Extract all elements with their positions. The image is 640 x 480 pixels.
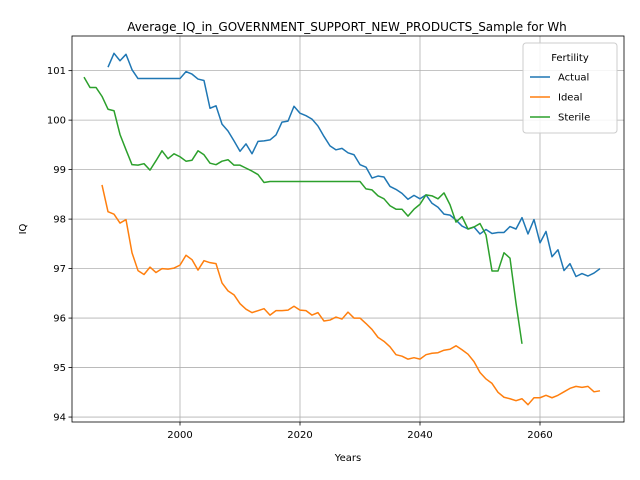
series-line-sterile	[83, 76, 523, 344]
y-tick-label: 94	[53, 413, 66, 424]
y-tick-label: 96	[53, 314, 66, 325]
series-line-actual	[107, 52, 601, 278]
legend-label-sterile: Sterile	[558, 113, 590, 124]
chart-title: Average_IQ_in_GOVERNMENT_SUPPORT_NEW_PRO…	[127, 20, 567, 34]
x-axis-label: Years	[334, 453, 361, 464]
y-tick-label: 97	[53, 264, 66, 275]
y-axis-label: IQ	[18, 223, 29, 234]
x-tick-label: 2020	[287, 430, 312, 441]
x-tick-label: 2040	[407, 430, 432, 441]
series-lines	[83, 52, 601, 406]
x-tick-label: 2060	[527, 430, 552, 441]
legend-label-ideal: Ideal	[558, 93, 582, 104]
axis-ticks: 2000 2020 2040 2060 94 95 96 97 98 99 100 101	[47, 66, 553, 441]
legend-label-actual: Actual	[558, 73, 589, 84]
y-tick-label: 98	[53, 215, 66, 226]
y-tick-label: 100	[47, 116, 66, 127]
legend-box	[522, 42, 618, 134]
legend-title: Fertility	[551, 53, 589, 64]
x-tick-label: 2000	[167, 430, 192, 441]
y-tick-label: 99	[53, 165, 66, 176]
legend: Fertility Actual Ideal Sterile	[522, 42, 618, 134]
plot-area-frame	[71, 35, 625, 423]
y-tick-label: 95	[53, 363, 66, 374]
series-line-ideal	[101, 184, 601, 406]
y-tick-label: 101	[47, 66, 66, 77]
